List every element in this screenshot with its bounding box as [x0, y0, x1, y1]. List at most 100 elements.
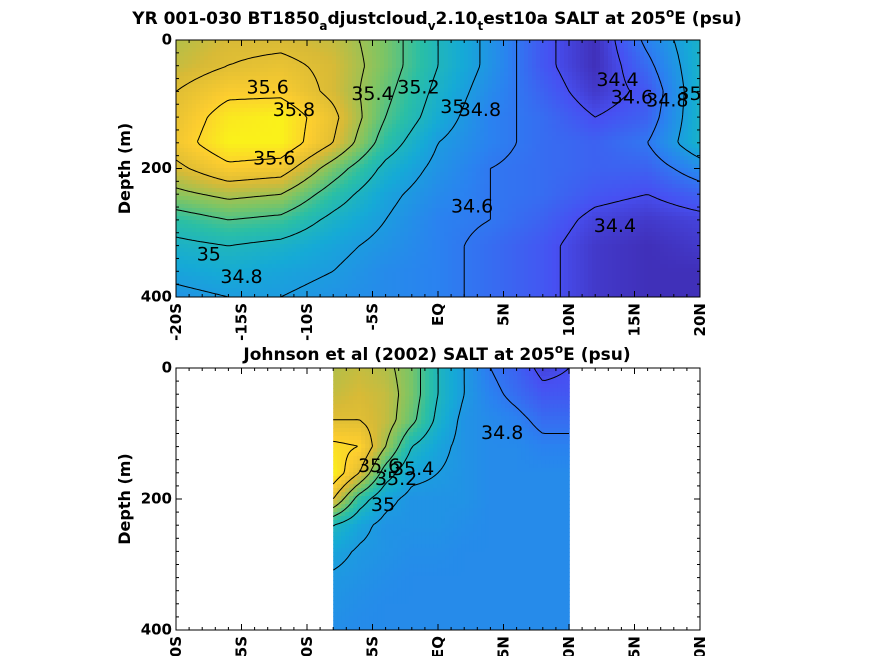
heat-cell: [464, 120, 469, 125]
heat-cell: [428, 120, 433, 125]
heat-cell: [596, 64, 601, 69]
heat-cell: [428, 184, 433, 189]
heat-cell: [624, 44, 629, 49]
heat-cell: [320, 80, 325, 85]
heat-cell: [496, 44, 501, 49]
heat-cell: [408, 96, 413, 101]
heat-cell: [292, 44, 297, 49]
heat-cell: [196, 72, 201, 77]
heat-cell: [208, 100, 213, 105]
heat-cell: [352, 184, 357, 189]
heat-cell: [468, 136, 473, 141]
heat-cell: [480, 48, 485, 53]
heat-cell: [696, 68, 700, 73]
heat-cell: [588, 116, 593, 121]
heat-cell: [380, 156, 385, 161]
heat-cell: [236, 100, 241, 105]
heat-cell: [244, 116, 249, 121]
heat-cell: [176, 72, 181, 77]
heat-cell: [508, 184, 513, 189]
heat-cell: [572, 140, 577, 145]
heat-cell: [496, 100, 501, 105]
heat-cell: [624, 88, 629, 93]
heat-cell: [380, 160, 385, 165]
heat-cell: [652, 188, 657, 193]
heat-cell: [256, 168, 261, 173]
heat-cell: [176, 148, 181, 153]
heat-cell: [416, 136, 421, 141]
heat-cell: [688, 168, 693, 173]
heat-cell: [484, 44, 489, 49]
heat-cell: [224, 48, 229, 53]
heat-cell: [696, 52, 700, 57]
heat-cell: [184, 56, 189, 61]
heat-cell: [404, 176, 409, 181]
heat-cell: [604, 176, 609, 181]
heat-cell: [192, 72, 197, 77]
heat-cell: [676, 160, 681, 165]
heat-cell: [324, 188, 329, 193]
heat-cell: [184, 184, 189, 189]
heat-cell: [328, 188, 333, 193]
heat-cell: [252, 124, 257, 129]
heat-cell: [360, 140, 365, 145]
heat-cell: [352, 48, 357, 53]
heat-cell: [592, 48, 597, 53]
heat-cell: [416, 56, 421, 61]
heat-cell: [564, 152, 569, 157]
heat-cell: [580, 56, 585, 61]
heat-cell: [188, 68, 193, 73]
heat-cell: [288, 84, 293, 89]
heat-cell: [364, 68, 369, 73]
heat-cell: [484, 104, 489, 109]
heat-cell: [392, 160, 397, 165]
heat-cell: [312, 128, 317, 133]
heat-cell: [536, 132, 541, 137]
heat-cell: [416, 152, 421, 157]
heat-cell: [532, 176, 537, 181]
heat-cell: [568, 160, 573, 165]
heat-cell: [652, 104, 657, 109]
heat-cell: [560, 56, 565, 61]
heat-cell: [236, 40, 241, 45]
heat-cell: [680, 188, 685, 193]
heat-cell: [284, 108, 289, 113]
heat-cell: [636, 180, 641, 185]
heat-cell: [552, 184, 557, 189]
heat-cell: [280, 100, 285, 105]
heat-cell: [556, 188, 561, 193]
heat-cell: [232, 140, 237, 145]
heat-cell: [396, 184, 401, 189]
heat-cell: [420, 108, 425, 113]
heat-cell: [184, 128, 189, 133]
heat-cell: [388, 184, 393, 189]
heat-cell: [660, 64, 665, 69]
heat-cell: [432, 88, 437, 93]
heat-cell: [576, 76, 581, 81]
heat-cell: [588, 96, 593, 101]
heat-cell: [596, 124, 601, 129]
heat-cell: [200, 92, 205, 97]
heat-cell: [672, 148, 677, 153]
heat-cell: [380, 80, 385, 85]
heat-cell: [448, 72, 453, 77]
heat-cell: [668, 144, 673, 149]
heat-cell: [592, 72, 597, 77]
heat-cell: [208, 168, 213, 173]
heat-cell: [204, 96, 209, 101]
heat-cell: [256, 176, 261, 181]
heat-cell: [224, 108, 229, 113]
heat-cell: [364, 180, 369, 185]
heat-cell: [680, 48, 685, 53]
heat-cell: [636, 76, 641, 81]
heat-cell: [696, 64, 700, 69]
heat-cell: [656, 168, 661, 173]
heat-cell: [448, 96, 453, 101]
heat-cell: [332, 92, 337, 97]
heat-cell: [400, 112, 405, 117]
heat-cell: [208, 140, 213, 145]
heat-cell: [664, 180, 669, 185]
heat-cell: [552, 120, 557, 125]
heat-cell: [296, 112, 301, 117]
heat-cell: [196, 68, 201, 73]
